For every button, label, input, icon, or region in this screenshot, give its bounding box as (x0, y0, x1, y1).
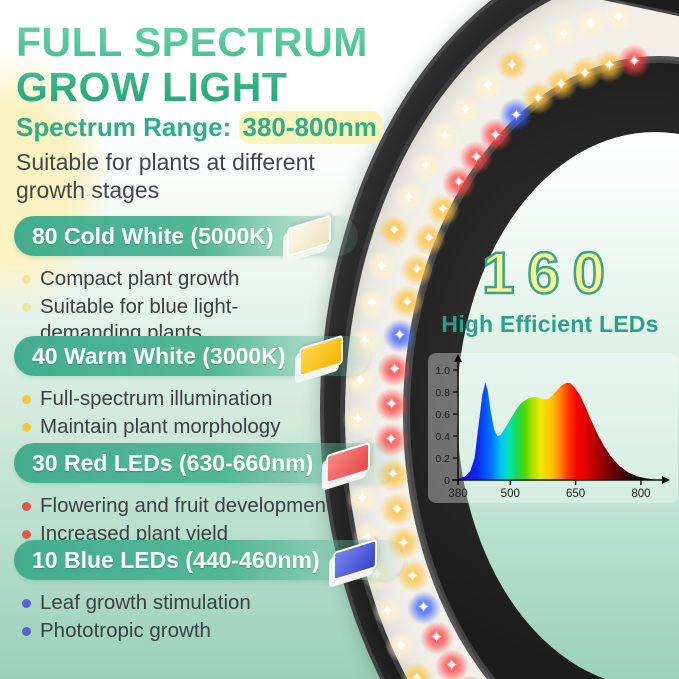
y-tick-label: 0.2 (435, 453, 450, 465)
bullet-item: Compact plant growth (22, 266, 267, 292)
x-tick-label: 650 (566, 488, 585, 500)
y-tick-label: 0 (444, 475, 450, 487)
led-group-warm-white: 40 Warm White (3000K) Full-spectrum illu… (14, 334, 370, 442)
cold-white-chip-icon (286, 214, 331, 258)
led-count: 160 (481, 240, 618, 308)
spectrum-range-label: Spectrum Range: (16, 112, 239, 142)
y-tick-label: 0.6 (435, 409, 450, 421)
led-counter: 160 High Efficient LEDs (438, 240, 662, 338)
bullet-item: Maintain plant morphology (22, 414, 370, 440)
description: Suitable for plants at different growth … (16, 149, 315, 203)
led-count-label: High Efficient LEDs (441, 311, 659, 337)
warm-white-chip-icon (298, 334, 343, 378)
y-tick-label: 0.4 (435, 431, 450, 443)
bullet-item: Leaf growth stimulation (22, 590, 404, 616)
badge-cold-white: 80 Cold White (5000K) (14, 214, 358, 258)
red-chip-icon (325, 441, 371, 485)
bullet-item: Full-spectrum illumination (22, 386, 370, 412)
bullet-list: Full-spectrum illumination Maintain plan… (22, 386, 370, 440)
bullet-list: Compact plant growth Suitable for blue l… (22, 266, 267, 346)
spectrum-range: Spectrum Range: 380-800nm (16, 111, 383, 144)
badge-label: 40 Warm White (3000K) (32, 342, 286, 369)
title-line-1: FULL SPECTRUM (16, 19, 368, 65)
bullet-item: Flowering and fruit development (22, 493, 397, 519)
spectrum-range-value: 380-800nm (238, 111, 383, 144)
badge-label: 80 Cold White (5000K) (32, 222, 274, 249)
bullet-item: Increased plant yield (22, 521, 397, 547)
y-tick-label: 0.8 (435, 387, 450, 399)
page-title: FULL SPECTRUM GROW LIGHT (16, 20, 368, 110)
title-line-2: GROW LIGHT (16, 64, 288, 110)
spectrum-chart: 0 0.2 0.4 0.6 0.8 1.0 380 500 650 800 (428, 353, 678, 503)
badge-red: 30 Red LEDs (630-660nm) (14, 441, 398, 485)
x-tick-label: 500 (501, 488, 520, 500)
x-tick-label: 800 (631, 488, 650, 500)
bullet-item: Phototropic growth (22, 618, 404, 644)
badge-blue: 10 Blue LEDs (440-460nm) (14, 538, 404, 582)
y-tick-label: 1.0 (435, 365, 450, 377)
badge-label: 10 Blue LEDs (440-460nm) (32, 546, 320, 573)
led-group-red: 30 Red LEDs (630-660nm) Flowering and fr… (14, 441, 398, 549)
badge-warm-white: 40 Warm White (3000K) (14, 334, 370, 378)
blue-chip-icon (332, 538, 377, 582)
badge-label: 30 Red LEDs (630-660nm) (32, 449, 314, 476)
spectrum-curve (458, 382, 654, 480)
bullet-list: Flowering and fruit development Increase… (22, 493, 397, 547)
bullet-list: Leaf growth stimulation Phototropic grow… (22, 590, 404, 644)
led-group-blue: 10 Blue LEDs (440-460nm) Leaf growth sti… (14, 538, 404, 646)
x-tick-label: 380 (448, 488, 467, 500)
led-group-cold-white: 80 Cold White (5000K) Compact plant grow… (14, 214, 358, 348)
spectrum-chart-svg: 0 0.2 0.4 0.6 0.8 1.0 380 500 650 800 (435, 354, 670, 500)
